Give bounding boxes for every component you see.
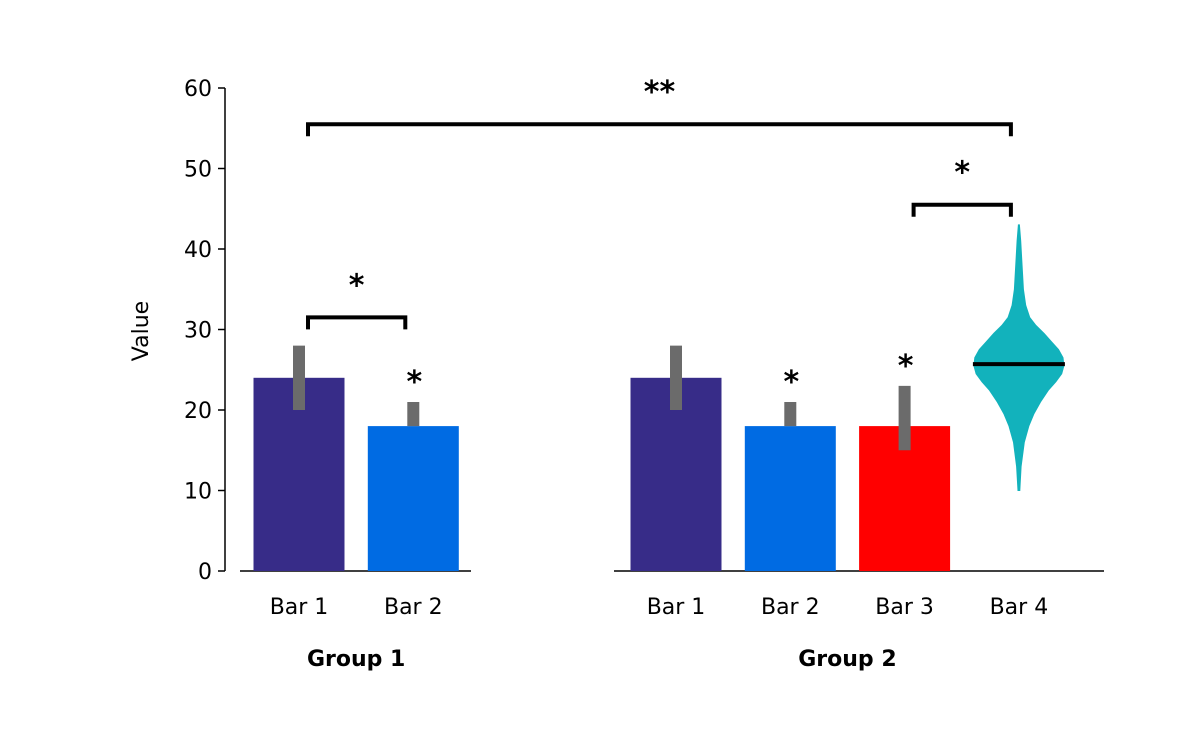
bracket-significance-label: ** [644,75,676,110]
category-label: Bar 3 [875,595,934,620]
significance-bracket [306,122,1013,137]
chart-marks [253,224,1065,571]
y-tick-label: 60 [184,77,212,102]
y-axis-label: Value [129,301,154,361]
bar [367,426,459,571]
significance-bracket [911,202,1013,217]
bracket-significance-label: * [954,156,970,191]
category-label: Bar 1 [270,595,329,620]
category-label: Bar 1 [647,595,706,620]
significance-annotations: * * ***** [306,75,1013,400]
significance-bracket [306,315,408,330]
bar-significance: * [406,365,422,400]
bar-significance: * [898,349,914,384]
y-tick-label: 20 [184,399,212,424]
category-label: Bar 2 [761,595,820,620]
group-label: Group 2 [798,647,896,672]
group-label: Group 1 [307,647,405,672]
category-label: Bar 4 [990,595,1049,620]
bar [744,426,836,571]
bracket-significance-label: * [349,268,365,303]
bar-significance: * [783,365,799,400]
y-tick-label: 10 [184,480,212,505]
violin [973,224,1065,491]
y-tick-label: 50 [184,158,212,183]
y-tick-label: 40 [184,238,212,263]
y-tick-label: 0 [198,560,212,585]
y-tick-label: 30 [184,319,212,344]
category-label: Bar 2 [384,595,443,620]
